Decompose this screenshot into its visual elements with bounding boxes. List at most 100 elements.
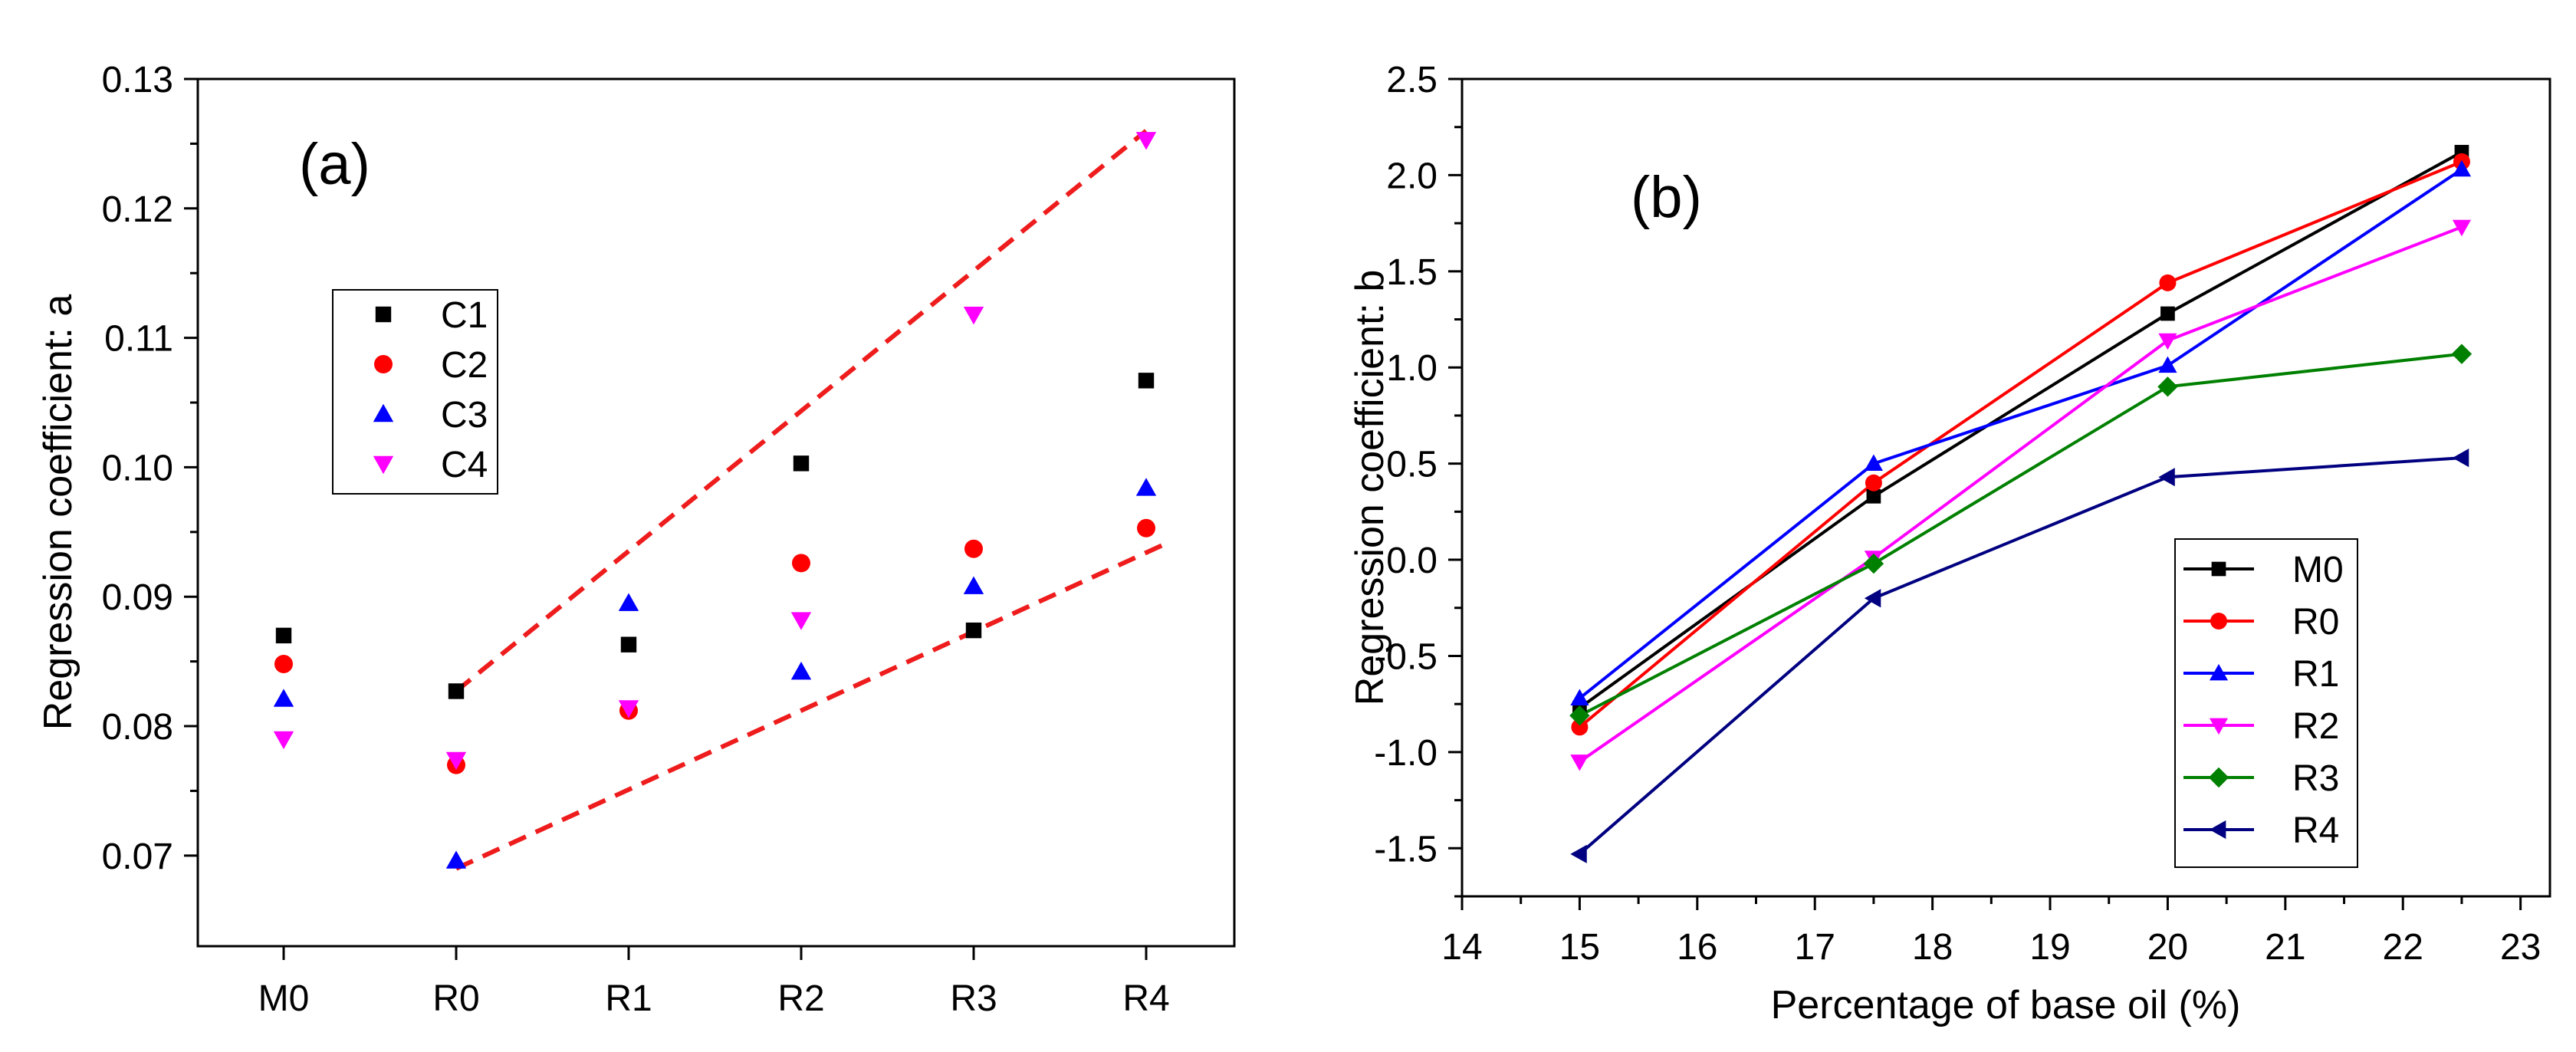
panel-b-point-r0 — [2159, 274, 2177, 291]
panel-a-legend-marker-c4 — [373, 455, 394, 475]
panel-a-y-tick-label: 0.09 — [102, 577, 173, 618]
panel-b-y-tick-label: 0.0 — [1386, 541, 1438, 581]
panel-b-y-tick-label: 2.5 — [1386, 60, 1438, 100]
panel-b-x-tick-label: 16 — [1677, 927, 1717, 968]
panel-b-legend-label: R1 — [2292, 654, 2339, 695]
panel-b-label: (b) — [1631, 165, 1702, 230]
panel-a-point-c4 — [273, 731, 294, 750]
panel-a-point-c3 — [445, 850, 467, 869]
panel-a-x-tick-labels: M0 R0 R1 R2 R3 R4 — [258, 978, 1170, 1019]
panel-b-point-r1 — [2158, 356, 2177, 373]
panel-a-x-tick-label: R0 — [432, 978, 479, 1019]
panel-a-y-tick-labels: 0.07 0.08 0.09 0.10 0.11 0.12 0.13 — [102, 60, 173, 877]
panel-b-y-tick-label: 2.0 — [1386, 156, 1438, 196]
panel-b-point-r0 — [1865, 474, 1882, 491]
panel-a-point-c2 — [792, 554, 810, 573]
panel-a-point-c2 — [964, 539, 983, 558]
panel-a-y-tick-label: 0.07 — [102, 837, 173, 877]
panel-b-x-tick-label: 19 — [2029, 927, 2070, 968]
panel-b-x-tick-labels: 14 15 16 17 18 19 20 21 22 23 — [1441, 927, 2541, 968]
panel-b-legend: M0 R0 R1 R2 R3 R4 — [2174, 538, 2358, 868]
panel-b-legend-marker-r0 — [2210, 613, 2227, 630]
panel-a-trend-lines — [455, 129, 1165, 871]
panel-b-y-tick-label: 0.5 — [1386, 445, 1438, 485]
panel-a-data-points — [273, 132, 1157, 869]
panel-a-point-c3 — [963, 576, 984, 594]
panel-b-legend-marker-r1 — [2209, 663, 2229, 681]
panel-a-point-c4 — [445, 751, 467, 771]
panel-b-series — [1569, 144, 2472, 863]
panel-b-point-m0 — [2160, 306, 2175, 321]
panel-a-y-axis-label: Regression coefficient: a — [36, 294, 80, 731]
panel-a-upper-trend — [455, 129, 1148, 693]
panel-a-y-tick-label: 0.08 — [102, 707, 173, 748]
panel-b-x-tick-label: 23 — [2500, 927, 2541, 968]
panel-a: 0.07 0.08 0.09 0.10 0.11 0.12 0.13 M0 R0 R1 R2 R3 R… — [36, 60, 1236, 1019]
panel-a-point-c3 — [618, 593, 639, 611]
panel-a-point-c4 — [963, 307, 984, 325]
panel-b-line-r2 — [1579, 225, 2463, 764]
panel-a-point-c3 — [1135, 478, 1157, 496]
panel-b-point-r0 — [1571, 718, 1589, 736]
panel-a-x-tick-label: R1 — [605, 978, 652, 1019]
panel-b-point-r1 — [1864, 454, 1884, 471]
panel-b-point-r2 — [1570, 754, 1589, 771]
panel-a-point-c2 — [1137, 518, 1155, 538]
panel-b-legend-marker-r2 — [2209, 718, 2229, 735]
panel-a-legend-marker-c1 — [375, 306, 392, 323]
panel-a-label: (a) — [299, 132, 370, 197]
panel-b: -1.5-1.0-0.50.00.51.01.52.02.5 14 15 16 17 1… — [1348, 60, 2551, 1027]
panel-a-point-c4 — [618, 700, 639, 718]
panel-a-x-tick-label: M0 — [258, 978, 310, 1019]
panel-b-point-r3 — [1863, 553, 1884, 574]
panel-a-legend: C1 C2 C3 C4 — [332, 289, 498, 495]
panel-b-point-r3 — [1569, 705, 1590, 726]
panel-a-legend-label: C2 — [441, 345, 488, 386]
panel-b-x-tick-label: 20 — [2147, 927, 2188, 968]
panel-a-point-c1 — [275, 627, 292, 644]
panel-a-x-tick-label: R3 — [950, 978, 997, 1019]
panel-a-point-c1 — [1138, 373, 1155, 389]
panel-b-point-m0 — [1866, 488, 1881, 504]
panel-b-line-m0 — [1579, 150, 2463, 709]
panel-a-point-c2 — [274, 655, 293, 674]
panel-b-y-tick-label: -1.5 — [1374, 829, 1438, 870]
panel-a-point-c1 — [620, 636, 637, 653]
panel-b-legend-label: M0 — [2292, 550, 2344, 590]
panel-a-legend-marker-c3 — [373, 403, 394, 422]
panel-b-point-r2 — [2452, 219, 2472, 237]
panel-b-y-tick-label: -1.0 — [1374, 733, 1438, 774]
panel-b-legend-label: R2 — [2292, 706, 2339, 747]
panel-b-x-tick-label: 14 — [1441, 927, 1482, 968]
panel-a-point-c1 — [793, 455, 810, 472]
panel-b-y-tick-label: 1.5 — [1386, 252, 1438, 293]
panel-b-x-axis-label: Percentage of base oil (%) — [1771, 983, 2241, 1027]
panel-b-point-r3 — [2157, 376, 2178, 397]
panel-b-point-r4 — [1864, 589, 1881, 608]
panel-b-legend-marker-m0 — [2211, 561, 2226, 577]
panel-b-line-r3 — [1579, 352, 2463, 718]
panel-a-x-tick-label: R2 — [777, 978, 824, 1019]
panel-a-legend-label: C1 — [441, 295, 488, 336]
panel-b-line-r1 — [1579, 168, 2463, 700]
panel-a-point-c4 — [790, 612, 812, 630]
panel-b-legend-label: R3 — [2292, 758, 2339, 799]
panel-b-y-axis-label: Regression coefficient: b — [1348, 270, 1392, 705]
panel-a-point-c4 — [1135, 132, 1157, 150]
panel-b-frame — [1460, 77, 2551, 898]
panel-b-y-tick-label: -0.5 — [1374, 636, 1438, 677]
panel-b-point-r2 — [2158, 333, 2177, 350]
panel-b-point-r4 — [2158, 468, 2175, 487]
panel-a-point-c3 — [790, 661, 812, 680]
panel-a-y-tick-label: 0.10 — [102, 448, 173, 488]
panel-a-point-c3 — [273, 689, 294, 707]
panel-b-ticks — [1448, 77, 2522, 910]
panel-b-x-tick-label: 15 — [1559, 927, 1600, 968]
panel-b-y-tick-labels: -1.5 -1.0 -0.5 0.0 0.5 1.0 1.5 2.0 2.5 — [1374, 60, 1438, 870]
panel-a-y-tick-label: 0.13 — [102, 60, 173, 100]
panel-a-y-tick-label: 0.12 — [102, 189, 173, 230]
panel-a-frame — [196, 77, 1236, 948]
panel-a-ticks — [184, 77, 1148, 960]
panel-b-legend-box — [2174, 538, 2358, 868]
panel-a-legend-box — [332, 289, 498, 495]
